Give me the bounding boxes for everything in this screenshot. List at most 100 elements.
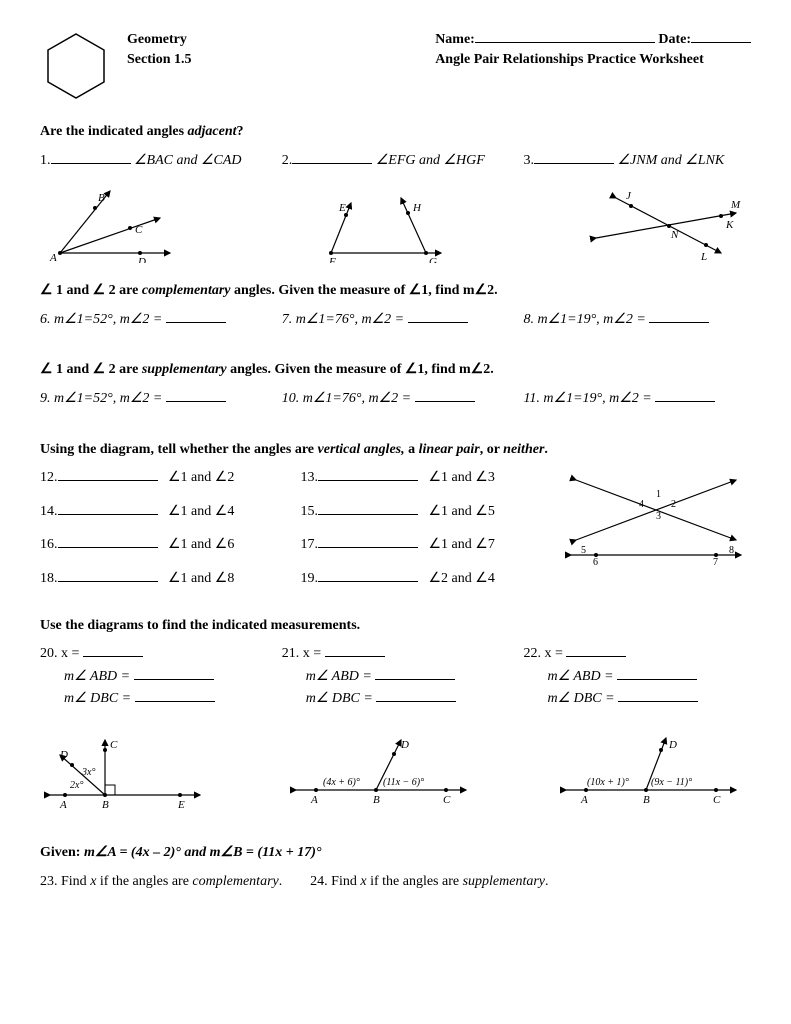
s4-pd: linear pair [419,442,480,457]
q12: 12. ∠1 and ∠2 [40,468,301,488]
name-blank[interactable] [475,42,655,43]
worksheet-title: Angle Pair Relationships Practice Worksh… [435,50,751,70]
q23: 23. Find x if the angles are complementa… [40,872,310,892]
q22-x: 22. x = [523,646,566,661]
s2-prompt-b: complementary [142,283,231,298]
s4-pb: vertical angles, [318,442,405,457]
svg-text:D: D [668,739,677,751]
s3-prompt-c: angles. Given the measure of ∠1, find m∠… [227,362,494,377]
svg-text:1: 1 [656,489,661,500]
s1-prompt-b: adjacent [188,124,237,139]
q17-blank[interactable] [318,547,418,548]
q11-blank[interactable] [655,401,715,402]
q17-a: ∠1 and ∠7 [429,537,495,552]
q18-n: 18. [40,571,58,586]
q20-abd: m∠ ABD = [64,669,134,684]
q22-abd: m∠ ABD = [547,669,617,684]
q24-c: if the angles are [367,874,463,889]
s4-pa: Using the diagram, tell whether the angl… [40,442,318,457]
q8-blank[interactable] [649,322,709,323]
q16: 16. ∠1 and ∠6 [40,535,301,555]
q20-abd-blank[interactable] [134,679,214,680]
svg-text:F: F [328,256,336,263]
q16-a: ∠1 and ∠6 [168,537,234,552]
q19-blank[interactable] [318,581,418,582]
svg-text:D: D [137,256,146,263]
q13-a: ∠1 and ∠3 [429,470,495,485]
s3-prompt: ∠ 1 and ∠ 2 are supplementary angles. Gi… [40,360,751,380]
q23-c: if the angles are [96,874,192,889]
svg-text:6: 6 [593,557,598,565]
q3-blank[interactable] [534,163,614,164]
q12-blank[interactable] [58,480,158,481]
q15: 15. ∠1 and ∠5 [301,502,562,522]
q18: 18. ∠1 and ∠8 [40,569,301,589]
q10: 10. m∠1=76°, m∠2 = [282,389,510,409]
q8: 8. m∠1=19°, m∠2 = [523,310,751,330]
svg-text:C: C [110,739,118,751]
q2-num: 2. [282,153,293,168]
q10-text: 10. m∠1=76°, m∠2 = [282,391,415,406]
q7: 7. m∠1=76°, m∠2 = [282,310,510,330]
svg-text:A: A [580,794,588,806]
q14-blank[interactable] [58,514,158,515]
q20-dbc-blank[interactable] [135,701,215,702]
svg-text:2x°: 2x° [70,780,83,791]
q21-dbc: m∠ DBC = [306,691,377,706]
q20: 20. x = m∠ ABD = m∠ DBC = [40,641,268,712]
q7-blank[interactable] [408,322,468,323]
q1-num: 1. [40,153,51,168]
svg-text:D: D [59,749,68,761]
s1-prompt-c: ? [237,124,244,139]
q20-x-blank[interactable] [83,656,143,657]
diagram-3: J M K L N [581,183,751,263]
q19-a: ∠2 and ∠4 [429,571,495,586]
q22-abd-blank[interactable] [617,679,697,680]
q12-a: ∠1 and ∠2 [168,470,234,485]
svg-text:7: 7 [713,557,718,565]
q20-x: 20. x = [40,646,83,661]
header-left: Geometry Section 1.5 [127,30,192,69]
q2-blank[interactable] [292,163,372,164]
q19-n: 19. [301,571,319,586]
q6-blank[interactable] [166,322,226,323]
q15-blank[interactable] [318,514,418,515]
svg-text:4: 4 [639,499,644,510]
q9-blank[interactable] [166,401,226,402]
q8-text: 8. m∠1=19°, m∠2 = [523,312,649,327]
svg-text:B: B [373,794,380,806]
diagram-1: A B C D [40,183,190,263]
s2-prompt: ∠ 1 and ∠ 2 are complementary angles. Gi… [40,281,751,301]
q21-abd-blank[interactable] [375,679,455,680]
q13: 13. ∠1 and ∠3 [301,468,562,488]
svg-text:(10x + 1)°: (10x + 1)° [587,777,629,788]
q22-dbc: m∠ DBC = [547,691,618,706]
svg-text:8: 8 [729,545,734,556]
q1-blank[interactable] [51,163,131,164]
q21-x-blank[interactable] [325,656,385,657]
q22-dbc-blank[interactable] [618,701,698,702]
diagram-2: F G E H [311,183,461,263]
q22-x-blank[interactable] [566,656,626,657]
svg-text:E: E [177,799,185,811]
q18-blank[interactable] [58,581,158,582]
s1-prompt-a: Are the indicated angles [40,124,188,139]
q6-text: 6. m∠1=52°, m∠2 = [40,312,166,327]
svg-text:3x°: 3x° [81,767,95,778]
s4-pg: . [544,442,548,457]
date-blank[interactable] [691,42,751,43]
q23-a: 23. Find [40,874,90,889]
s3-prompt-b: supplementary [142,362,227,377]
q16-blank[interactable] [58,547,158,548]
q24: 24. Find x if the angles are supplementa… [310,872,580,892]
svg-text:G: G [429,256,437,263]
svg-text:D: D [400,739,409,751]
s4-pe: , or [480,442,503,457]
q3-angles: ∠JNM and ∠LNK [617,153,724,168]
q11: 11. m∠1=19°, m∠2 = [523,389,751,409]
header-right: Name: Date: Angle Pair Relationships Pra… [435,30,751,69]
q3-num: 3. [523,153,534,168]
q13-blank[interactable] [318,480,418,481]
q10-blank[interactable] [415,401,475,402]
q21-dbc-blank[interactable] [376,701,456,702]
